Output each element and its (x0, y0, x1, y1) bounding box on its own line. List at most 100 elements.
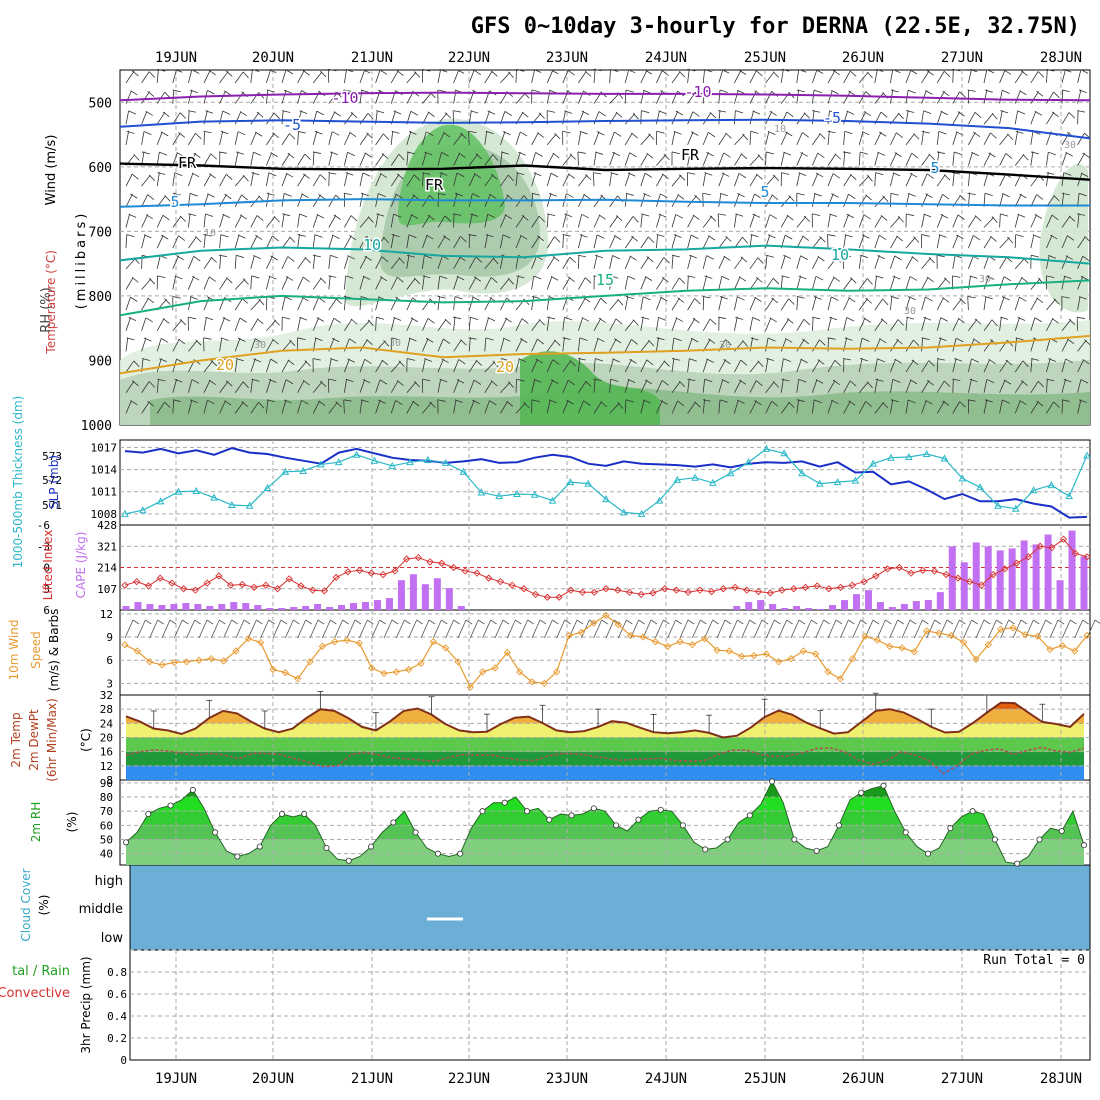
wind-barb (671, 400, 678, 414)
wind-barb-flag (595, 254, 604, 259)
wind-barb (687, 298, 695, 311)
wind-speed-point (516, 668, 524, 676)
wind-barb-flag (314, 234, 323, 238)
surface-wind-barb-flag (478, 619, 485, 625)
cape-bar (888, 607, 896, 610)
wind-barb-flag (255, 131, 263, 137)
pressure-tick-label: 500 (89, 96, 112, 111)
wind-barb (141, 401, 150, 414)
wind-barb (312, 254, 316, 269)
wind-barb (500, 358, 502, 373)
minmax-label: (6hr Min/Max) (45, 698, 59, 782)
wind-barb (968, 89, 970, 104)
wind-barb-flag (364, 255, 372, 261)
wind-barb-flag (892, 275, 901, 280)
wind-barb-flag (661, 173, 669, 180)
wind-barb (578, 174, 588, 187)
wind-barb-flag (796, 192, 805, 196)
wind-barb (796, 216, 807, 228)
isotherm-label: -10 (331, 89, 358, 107)
millibars-label: (millibars) (74, 211, 89, 310)
wind-barb (796, 69, 800, 83)
wind-speed-point (232, 647, 240, 655)
wind-barb-flag (302, 173, 310, 179)
wind-barb-flag (393, 213, 402, 218)
wind-speed-point (442, 644, 450, 652)
wind-barb-flag (330, 358, 339, 362)
wind-barb (172, 378, 178, 393)
wind-barb (156, 255, 161, 269)
wind-barb (172, 215, 182, 228)
wind-barb-flag (1046, 172, 1055, 175)
wind-barb-flag (362, 379, 371, 384)
wind-barb-flag (908, 296, 916, 301)
wind-barb (640, 213, 643, 228)
wind-barb-flag (172, 192, 181, 196)
wind-barb-flag (258, 298, 265, 306)
wind-barb (1046, 68, 1048, 83)
wind-barb-flag (188, 316, 197, 320)
wind-barb-flag (266, 399, 275, 403)
cape-bar (864, 590, 872, 610)
wind-barb (843, 380, 851, 393)
wind-barb (515, 69, 517, 83)
wind-barb-flag (581, 317, 590, 322)
wind-barb (905, 256, 914, 269)
wind-barb-flag (719, 89, 728, 93)
rh-point (1081, 842, 1088, 849)
wind-barb (999, 316, 1002, 331)
wind-barb-flag (673, 131, 682, 135)
date-label-bottom: 28JUN (1040, 1071, 1082, 1087)
wind-speed-point (861, 632, 869, 640)
wind-barb (734, 173, 740, 187)
wind-barb-flag (577, 151, 586, 154)
wind-barb (1046, 111, 1055, 125)
wind-barb-flag (236, 254, 245, 258)
wind-barb (188, 276, 195, 290)
wind-barb (843, 131, 846, 145)
surface-wind-barb (482, 619, 492, 639)
surface-wind-barb (1061, 619, 1071, 639)
wind-barb-flag (783, 358, 791, 363)
wind-barb-flag (360, 89, 369, 93)
wind-barb (484, 380, 493, 393)
wind-barb (1061, 112, 1070, 125)
cloud-cover-label: Cloud Cover (19, 868, 33, 941)
wind-barb (671, 71, 681, 84)
wind-speed-point (701, 634, 709, 643)
wind-barb-flag (318, 400, 326, 406)
wind-barb-flag (644, 172, 653, 178)
surface-wind-barb (395, 619, 405, 639)
wind-barb-flag (285, 69, 294, 75)
cape-bar (194, 604, 202, 610)
wind-barb (468, 337, 471, 352)
wind-barb-flag (660, 296, 668, 302)
surface-wind-barb (247, 619, 257, 639)
rh-label: RH (%) (39, 287, 54, 332)
wind-barb (796, 275, 802, 290)
wind-barb (734, 379, 742, 393)
wind-barb (562, 70, 569, 84)
wind-barb (812, 90, 815, 104)
wind-barb (141, 174, 151, 187)
wind-barb (453, 316, 456, 331)
wind-barb (702, 172, 707, 187)
wind-barb (905, 399, 909, 414)
wind-barb-flag (600, 401, 607, 408)
date-label-bottom: 19JUN (155, 1071, 197, 1087)
lifted-point (707, 587, 716, 596)
wind-barb-flag (319, 174, 327, 181)
wind-barb-flag (506, 400, 514, 407)
wind-barb (1046, 255, 1050, 269)
wind-barb (156, 111, 166, 125)
wind-barb-flag (625, 192, 634, 196)
lifted-point (531, 590, 540, 599)
wind-barb-flag (1078, 192, 1087, 197)
lifted-point (226, 581, 235, 589)
wind-barb-flag (687, 68, 696, 72)
wind-barb-flag (754, 400, 762, 406)
rh-point (524, 808, 531, 815)
wind-barb-flag (470, 213, 479, 217)
wind-barb (437, 378, 442, 393)
